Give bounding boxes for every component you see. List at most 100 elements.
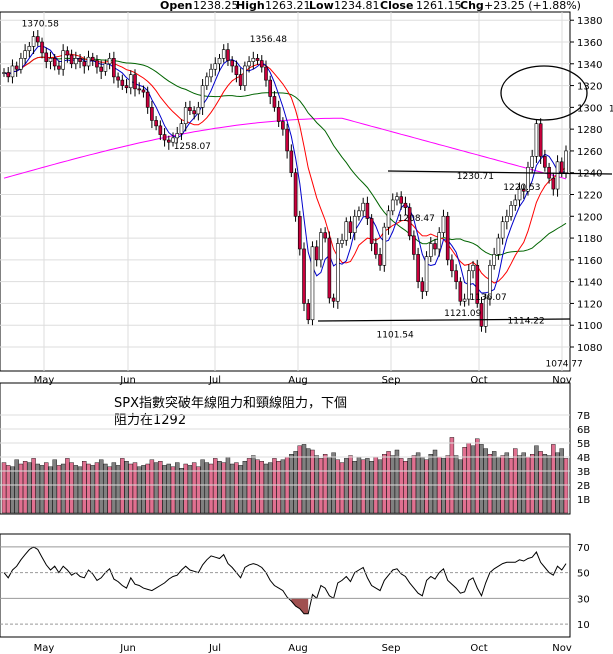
candle-body (357, 210, 361, 217)
volume-bar (238, 465, 243, 514)
volume-bar (369, 461, 374, 514)
y-tick-label: 1120 (577, 299, 602, 310)
candle-body (344, 221, 349, 241)
volume-bar (65, 458, 70, 514)
price-label: 1114.22 (508, 317, 545, 327)
volume-bar (441, 458, 446, 514)
volume-bar (546, 455, 552, 514)
volume-bar (10, 466, 15, 514)
candle-body (374, 243, 378, 255)
candle-body (378, 254, 382, 266)
volume-bar (386, 451, 391, 514)
volume-bar (475, 438, 480, 514)
month-axis-bottom: May Jun Jul Aug Sep Oct Nov (34, 643, 572, 654)
candle-body (158, 125, 163, 135)
month-label: Oct (470, 643, 487, 654)
volume-bar (259, 461, 264, 514)
chg-label: Chg (460, 0, 484, 12)
candle-body (509, 205, 513, 217)
candle-body (310, 246, 315, 321)
volume-bar (390, 455, 395, 514)
volume-bar (462, 447, 467, 514)
candle-body (483, 297, 488, 327)
volume-bar (470, 445, 476, 514)
candle-body (48, 58, 53, 62)
volume-bar (551, 444, 556, 514)
candle-body (103, 63, 108, 72)
volume-bar (344, 458, 349, 514)
candle-body (213, 63, 218, 70)
low-label: Low (309, 0, 334, 12)
volume-bar (339, 462, 345, 514)
candle-body (471, 265, 475, 272)
candle-body (454, 270, 458, 282)
candle-body (175, 133, 180, 139)
volume-bar (445, 455, 450, 514)
candle-body (336, 243, 340, 302)
volume-bar (428, 454, 433, 514)
volume-bar (394, 449, 400, 514)
volume-bar (56, 465, 62, 514)
candle-body (112, 58, 116, 78)
volume-bar (534, 445, 539, 514)
month-label: Oct (470, 375, 487, 386)
volume-bar (411, 455, 417, 514)
volume-bar (276, 461, 281, 514)
month-label: Nov (552, 375, 572, 386)
volume-tick-label: 3B (577, 467, 590, 478)
price-label: 1370.58 (22, 19, 59, 29)
price-panel (0, 11, 571, 372)
volume-bar (263, 463, 269, 514)
candle-body (437, 232, 442, 250)
candle-body (10, 65, 15, 78)
volume-bar (204, 462, 210, 514)
y-tick-label: 1260 (577, 147, 602, 158)
ohlc-header: Open 1238.25 High 1263.21 Low 1234.81 Cl… (160, 0, 581, 12)
candle-body (424, 256, 429, 292)
candle-body (82, 61, 87, 67)
volume-bar (124, 461, 129, 514)
volume-bar (35, 463, 41, 514)
volume-bar (6, 465, 11, 514)
open-label: Open (160, 0, 193, 12)
candle-body (150, 107, 154, 121)
candle-body (327, 237, 332, 299)
candle-body (57, 65, 61, 70)
candle-body (179, 123, 184, 134)
candle-body (226, 49, 230, 61)
y-tick-label: 1140 (577, 278, 602, 289)
candle-body (69, 54, 74, 65)
volume-bar (479, 444, 484, 514)
volume-bar (365, 458, 370, 514)
candle-body (259, 60, 264, 68)
volume-axis: 1B 2B 3B 4B 5B 6B 7B (0, 411, 590, 506)
oscillator-panel (0, 533, 571, 638)
candle-body (505, 215, 509, 223)
y-tick-label: 1320 (577, 82, 602, 93)
volume-bar (407, 458, 412, 514)
volume-bar (246, 458, 252, 514)
candle-body (124, 85, 129, 89)
candle-body (264, 66, 268, 81)
volume-bar (542, 454, 548, 514)
y-tick-label: 1380 (577, 16, 602, 27)
osc-tick-label: 50 (577, 569, 590, 580)
volume-bar (153, 462, 159, 514)
volume-bar (508, 458, 514, 514)
volume-bar (360, 459, 366, 514)
volume-bar (39, 465, 45, 514)
candle-body (36, 36, 40, 43)
volume-tick-label: 5B (577, 439, 590, 450)
volume-bar (513, 448, 518, 514)
candle-body (441, 215, 446, 233)
month-label: Sep (382, 643, 401, 654)
volume-bar (314, 455, 319, 514)
month-label: Aug (288, 375, 308, 386)
price-label: 1356.48 (250, 35, 287, 45)
volume-bar (458, 459, 463, 514)
candle-body (234, 65, 239, 75)
candle-body (293, 172, 298, 217)
volume-bar (318, 458, 324, 514)
candle-body (323, 232, 327, 239)
